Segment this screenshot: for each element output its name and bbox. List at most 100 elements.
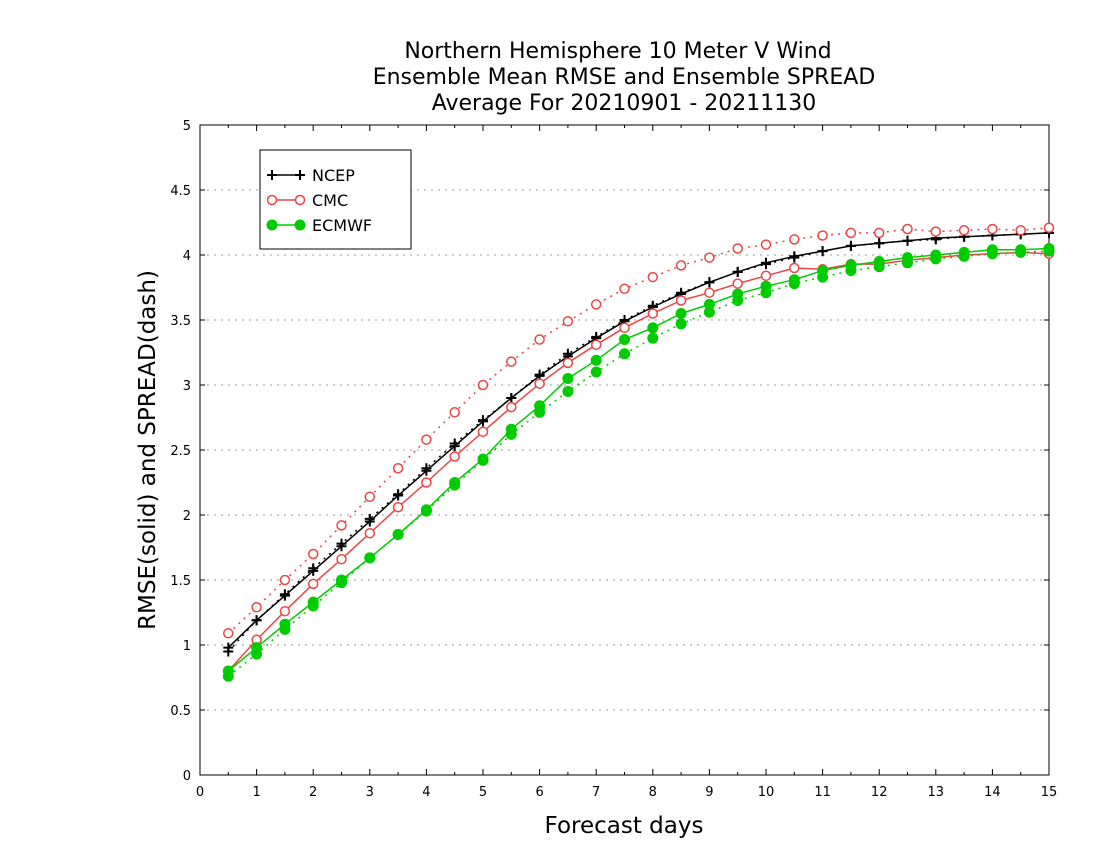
y-tick-label: 3.5 bbox=[170, 314, 191, 329]
title-line-3: Average For 20210901 - 20211130 bbox=[432, 91, 817, 116]
x-tick-label: 0 bbox=[196, 785, 204, 800]
plus-marker bbox=[421, 465, 432, 476]
x-tick-label: 14 bbox=[984, 785, 1001, 800]
filled-circle-marker bbox=[958, 246, 970, 258]
x-tick-label: 6 bbox=[535, 785, 543, 800]
open-circle-marker bbox=[675, 295, 687, 306]
open-circle-marker bbox=[477, 426, 489, 438]
open-circle-marker bbox=[704, 287, 715, 298]
open-circle-marker bbox=[506, 401, 517, 413]
filled-circle-marker bbox=[222, 665, 234, 677]
open-circle-marker bbox=[294, 194, 306, 206]
plus-marker bbox=[704, 277, 715, 288]
open-circle-marker bbox=[619, 322, 630, 334]
open-circle-marker bbox=[647, 271, 659, 283]
y-tick-label: 1 bbox=[183, 639, 191, 654]
open-circle-marker bbox=[392, 462, 404, 474]
open-circle-marker bbox=[266, 194, 278, 206]
x-tick-label: 12 bbox=[871, 785, 888, 800]
open-circle-marker bbox=[534, 378, 545, 389]
open-circle-marker bbox=[364, 491, 376, 503]
open-circle-marker bbox=[732, 278, 743, 289]
open-circle-marker bbox=[873, 227, 885, 239]
x-tick-label: 5 bbox=[479, 785, 487, 800]
open-circle-marker bbox=[590, 299, 602, 310]
y-tick-label: 3 bbox=[183, 379, 191, 394]
filled-circle-marker bbox=[760, 280, 772, 292]
open-circle-marker bbox=[760, 270, 772, 282]
filled-circle-marker bbox=[294, 219, 306, 231]
y-tick-label: 0 bbox=[183, 769, 191, 784]
plus-marker bbox=[393, 490, 404, 501]
open-circle-marker bbox=[760, 239, 772, 250]
open-circle-marker bbox=[562, 357, 574, 369]
filled-circle-marker bbox=[364, 552, 376, 564]
open-circle-marker bbox=[647, 308, 659, 319]
open-circle-marker bbox=[392, 501, 404, 513]
filled-circle-marker bbox=[1043, 243, 1055, 254]
filled-circle-marker bbox=[647, 332, 659, 344]
filled-circle-marker bbox=[902, 252, 913, 264]
plus-marker bbox=[732, 266, 743, 277]
plus-marker bbox=[251, 615, 262, 626]
legend-label-cmc: CMC bbox=[312, 191, 348, 210]
open-circle-marker bbox=[251, 602, 262, 613]
open-circle-marker bbox=[817, 230, 828, 241]
y-tick-label: 2 bbox=[183, 509, 191, 524]
title-line-1: Northern Hemisphere 10 Meter V Wind bbox=[404, 39, 831, 64]
x-tick-label: 10 bbox=[758, 785, 775, 800]
open-circle-marker bbox=[279, 574, 291, 586]
filled-circle-marker bbox=[619, 334, 630, 345]
filled-circle-marker bbox=[930, 249, 942, 261]
ncep-spread-line bbox=[227, 232, 1050, 653]
series-cmc bbox=[223, 222, 1055, 677]
open-circle-marker bbox=[1015, 225, 1026, 236]
plus-marker bbox=[817, 246, 828, 257]
open-circle-marker bbox=[336, 553, 347, 565]
open-circle-marker bbox=[902, 223, 913, 235]
open-circle-marker bbox=[619, 283, 630, 295]
y-tick-label: 1.5 bbox=[170, 574, 191, 589]
open-circle-marker bbox=[562, 316, 574, 327]
open-circle-marker bbox=[449, 451, 460, 462]
plus-marker bbox=[902, 235, 913, 246]
x-tick-label: 8 bbox=[649, 785, 657, 800]
filled-circle-marker bbox=[534, 400, 546, 412]
filled-circle-marker bbox=[590, 366, 602, 378]
gridlines bbox=[200, 189, 1049, 711]
chart-title: Northern Hemisphere 10 Meter V Wind Ense… bbox=[373, 39, 876, 116]
x-tick-label: 13 bbox=[928, 785, 945, 800]
y-tick-label: 4 bbox=[183, 249, 191, 264]
filled-circle-marker bbox=[505, 423, 517, 435]
series-ncep bbox=[223, 227, 1054, 657]
open-circle-marker bbox=[421, 434, 432, 445]
filled-circle-marker bbox=[477, 453, 489, 465]
filled-circle-marker bbox=[266, 219, 278, 231]
x-tick-label: 4 bbox=[422, 785, 430, 800]
open-circle-marker bbox=[930, 226, 942, 237]
filled-circle-marker bbox=[675, 308, 687, 319]
filled-circle-marker bbox=[562, 373, 574, 384]
open-circle-marker bbox=[675, 260, 687, 271]
legend-label-ecmwf: ECMWF bbox=[312, 216, 372, 235]
legend-items: NCEP CMC ECMWF bbox=[266, 166, 372, 235]
filled-circle-marker bbox=[279, 618, 291, 630]
x-tick-label: 2 bbox=[309, 785, 317, 800]
open-circle-marker bbox=[307, 578, 319, 590]
series-layer bbox=[222, 222, 1055, 682]
ecmwf-rmse-line bbox=[227, 247, 1050, 672]
y-tick-label: 5 bbox=[183, 119, 191, 134]
filled-circle-marker bbox=[647, 322, 659, 334]
x-tick-label: 3 bbox=[366, 785, 374, 800]
plus-marker bbox=[223, 642, 234, 653]
open-circle-marker bbox=[789, 262, 800, 274]
plus-marker bbox=[308, 565, 319, 576]
plus-marker bbox=[478, 416, 488, 427]
open-circle-marker bbox=[704, 252, 715, 263]
plus-marker bbox=[267, 170, 277, 180]
filled-circle-marker bbox=[251, 642, 263, 654]
filled-circle-marker bbox=[845, 259, 857, 271]
open-circle-marker bbox=[223, 628, 234, 639]
x-tick-label: 11 bbox=[814, 785, 831, 800]
filled-circle-marker bbox=[675, 318, 687, 330]
